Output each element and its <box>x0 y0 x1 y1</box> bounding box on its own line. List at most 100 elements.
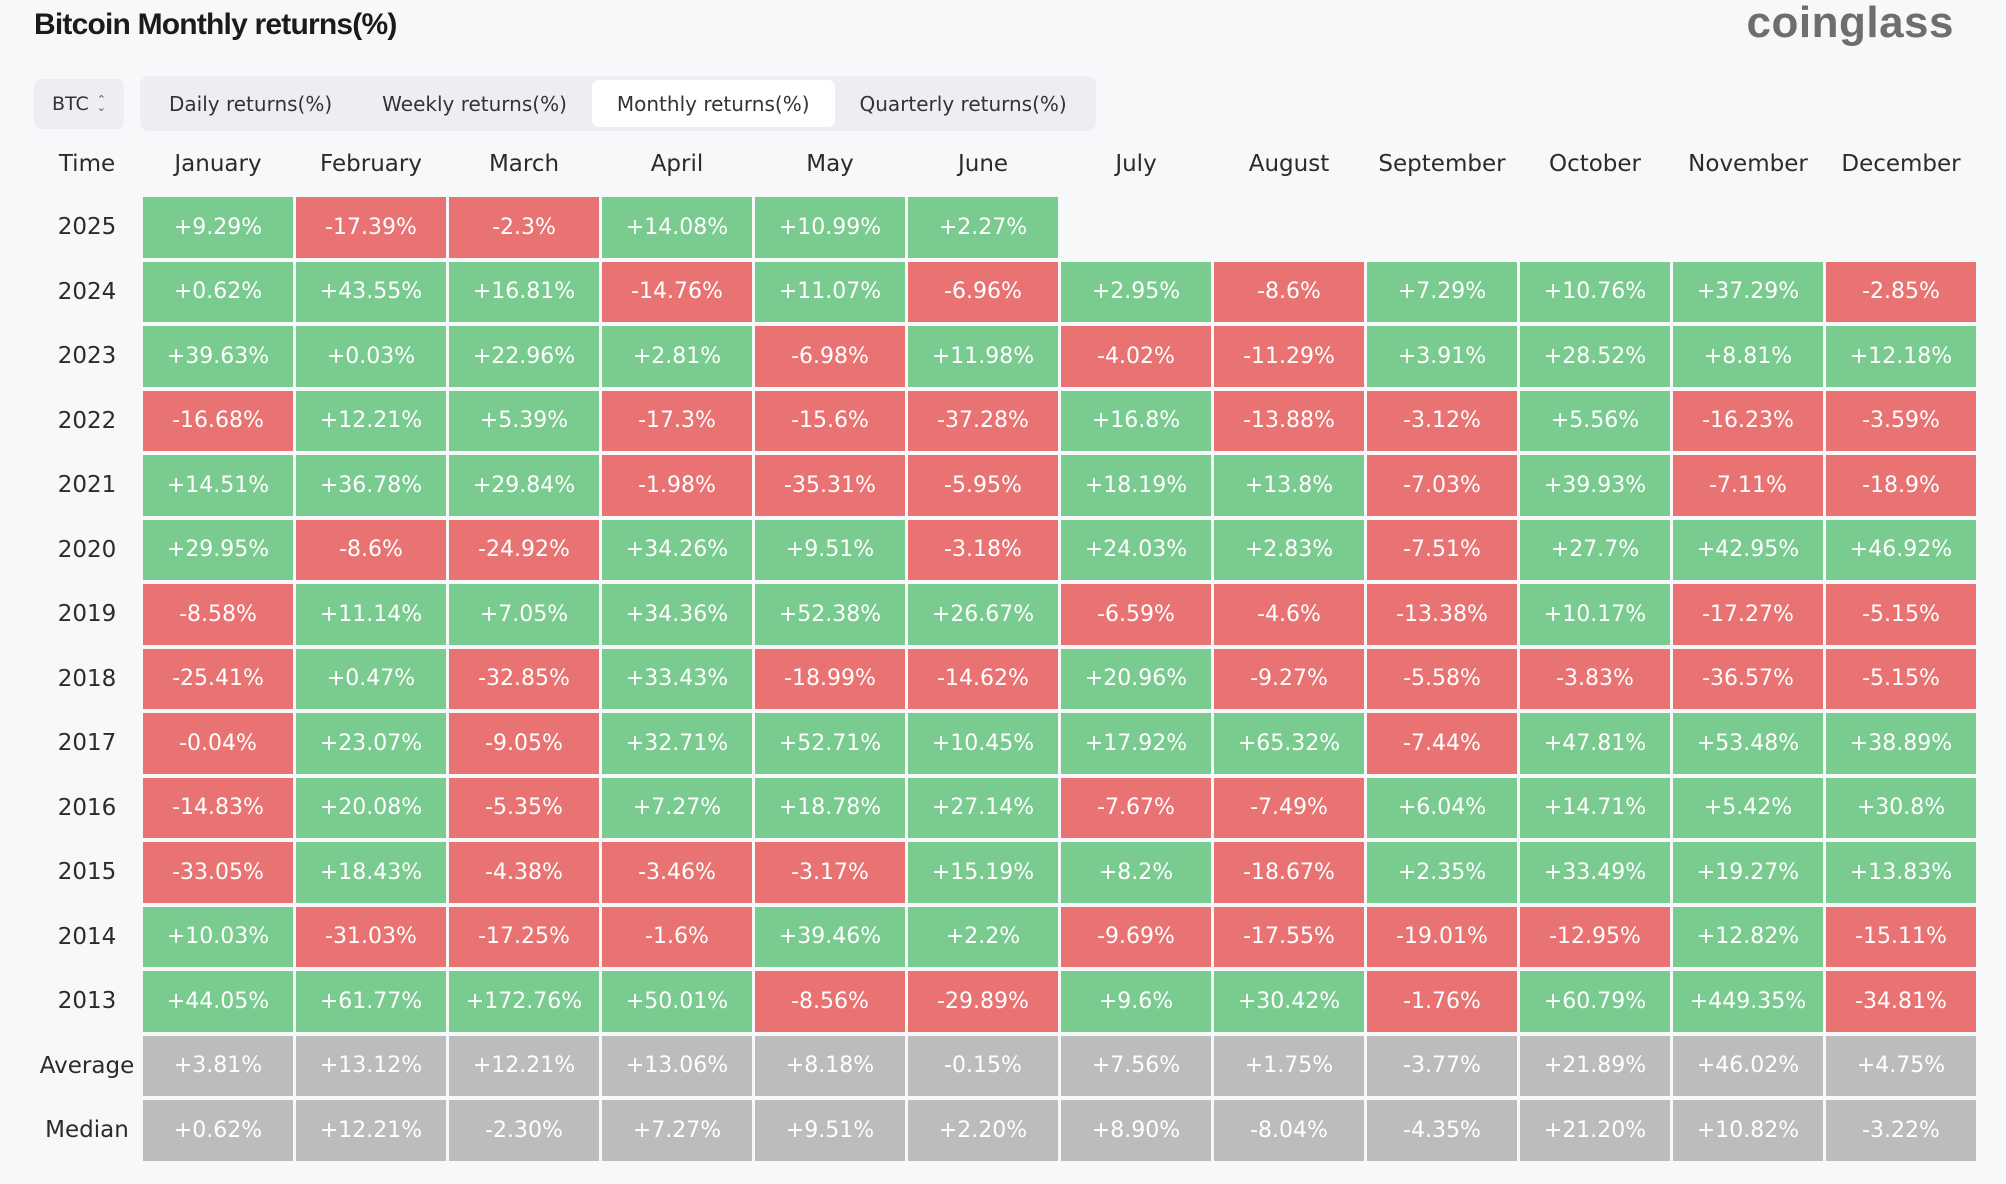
row-label-2014: 2014 <box>57 923 117 950</box>
return-cell: -4.6% <box>1214 584 1364 645</box>
return-cell: -3.17% <box>755 842 905 903</box>
return-cell: +14.08% <box>602 197 752 258</box>
column-header-september: September <box>1378 150 1506 177</box>
return-cell: +1.75% <box>1214 1035 1364 1096</box>
return-cell: +53.48% <box>1673 713 1823 774</box>
return-cell: -14.83% <box>143 777 293 838</box>
return-cell: +18.78% <box>755 777 905 838</box>
return-cell: +33.43% <box>602 648 752 709</box>
return-cell <box>1826 197 1976 258</box>
return-cell: +10.99% <box>755 197 905 258</box>
return-cell <box>1673 197 1823 258</box>
return-cell: +12.21% <box>296 390 446 451</box>
return-cell <box>1214 197 1364 258</box>
return-cell: -37.28% <box>908 390 1058 451</box>
return-cell: +13.12% <box>296 1035 446 1096</box>
return-cell: -25.41% <box>143 648 293 709</box>
return-cell: -3.22% <box>1826 1100 1976 1161</box>
return-cell: +52.38% <box>755 584 905 645</box>
return-cell: +11.14% <box>296 584 446 645</box>
row-label-2021: 2021 <box>57 472 117 499</box>
return-cell: -17.3% <box>602 390 752 451</box>
return-cell: -1.98% <box>602 455 752 516</box>
row-label-2022: 2022 <box>57 407 117 434</box>
return-cell: +13.06% <box>602 1035 752 1096</box>
return-cell: +9.29% <box>143 197 293 258</box>
return-cell: +2.20% <box>908 1100 1058 1161</box>
return-cell: -18.99% <box>755 648 905 709</box>
return-cell: -17.55% <box>1214 906 1364 967</box>
return-cell: +24.03% <box>1061 519 1211 580</box>
return-cell: +20.08% <box>296 777 446 838</box>
column-header-time: Time <box>58 150 116 177</box>
return-cell: +2.2% <box>908 906 1058 967</box>
chevron-up-down-icon: ⌃ ⌄ <box>96 92 106 114</box>
return-cell: +9.6% <box>1061 971 1211 1032</box>
tab-daily-returns[interactable]: Daily returns(%) <box>169 91 333 116</box>
return-cell: -31.03% <box>296 906 446 967</box>
return-cell: +46.92% <box>1826 519 1976 580</box>
return-cell: +18.43% <box>296 842 446 903</box>
return-cell: +34.36% <box>602 584 752 645</box>
return-cell: -14.62% <box>908 648 1058 709</box>
return-cell: +12.21% <box>296 1100 446 1161</box>
return-cell: +21.20% <box>1520 1100 1670 1161</box>
return-cell: +9.51% <box>755 519 905 580</box>
return-cell: +27.14% <box>908 777 1058 838</box>
return-cell <box>1367 197 1517 258</box>
return-cell: +5.56% <box>1520 390 1670 451</box>
return-cell: +10.17% <box>1520 584 1670 645</box>
return-cell: -35.31% <box>755 455 905 516</box>
return-cell: +5.39% <box>449 390 599 451</box>
return-cell: +2.95% <box>1061 261 1211 322</box>
return-cell: -9.69% <box>1061 906 1211 967</box>
return-cell: -5.35% <box>449 777 599 838</box>
return-cell: -8.6% <box>296 519 446 580</box>
return-cell: -4.35% <box>1367 1100 1517 1161</box>
return-cell <box>1061 197 1211 258</box>
return-cell: -5.15% <box>1826 648 1976 709</box>
return-cell: +20.96% <box>1061 648 1211 709</box>
return-cell: -15.11% <box>1826 906 1976 967</box>
row-label-2017: 2017 <box>57 730 117 757</box>
return-cell: -18.9% <box>1826 455 1976 516</box>
return-cell: -6.98% <box>755 326 905 387</box>
row-label-2013: 2013 <box>57 988 117 1015</box>
return-cell: +22.96% <box>449 326 599 387</box>
return-cell: +8.90% <box>1061 1100 1211 1161</box>
return-cell: +16.81% <box>449 261 599 322</box>
return-cell: +37.29% <box>1673 261 1823 322</box>
return-cell: -17.27% <box>1673 584 1823 645</box>
return-cell: -8.6% <box>1214 261 1364 322</box>
return-cell: +7.56% <box>1061 1035 1211 1096</box>
return-cell: -14.76% <box>602 261 752 322</box>
return-cell: -33.05% <box>143 842 293 903</box>
tab-weekly-returns[interactable]: Weekly returns(%) <box>382 91 567 116</box>
tab-monthly-returns[interactable]: Monthly returns(%) <box>591 80 835 127</box>
return-cell: +14.51% <box>143 455 293 516</box>
return-cell: +2.35% <box>1367 842 1517 903</box>
coin-select[interactable]: BTC ⌃ ⌄ <box>34 78 124 129</box>
return-cell: +18.19% <box>1061 455 1211 516</box>
return-cell: -24.92% <box>449 519 599 580</box>
column-header-april: April <box>650 150 704 177</box>
return-cell: +172.76% <box>449 971 599 1032</box>
return-cell: +12.18% <box>1826 326 1976 387</box>
return-cell: -8.58% <box>143 584 293 645</box>
return-cell: +15.19% <box>908 842 1058 903</box>
column-header-january: January <box>174 150 262 177</box>
page-title: Bitcoin Monthly returns(%) <box>34 8 397 41</box>
return-cell: +6.04% <box>1367 777 1517 838</box>
return-cell: -16.23% <box>1673 390 1823 451</box>
return-cell: +34.26% <box>602 519 752 580</box>
return-cell: +3.91% <box>1367 326 1517 387</box>
column-header-february: February <box>320 150 422 177</box>
tab-quarterly-returns[interactable]: Quarterly returns(%) <box>859 91 1067 116</box>
return-cell: -4.38% <box>449 842 599 903</box>
return-cell: +8.81% <box>1673 326 1823 387</box>
return-cell: -7.67% <box>1061 777 1211 838</box>
return-cell: -3.77% <box>1367 1035 1517 1096</box>
return-cell: -3.18% <box>908 519 1058 580</box>
return-cell: +44.05% <box>143 971 293 1032</box>
return-cell: +39.93% <box>1520 455 1670 516</box>
